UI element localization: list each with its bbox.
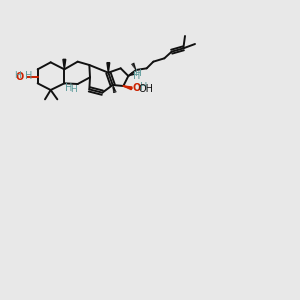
Polygon shape: [107, 63, 110, 73]
Text: OH: OH: [138, 84, 153, 94]
Polygon shape: [123, 86, 132, 90]
Text: H: H: [14, 71, 20, 80]
Text: H: H: [25, 71, 32, 81]
Text: H: H: [140, 82, 147, 92]
Text: H: H: [133, 71, 141, 81]
Text: H: H: [64, 83, 72, 93]
Polygon shape: [63, 59, 66, 69]
Text: H: H: [134, 70, 141, 79]
Text: O: O: [133, 83, 141, 93]
Text: O: O: [16, 72, 24, 82]
Text: H: H: [70, 85, 77, 94]
